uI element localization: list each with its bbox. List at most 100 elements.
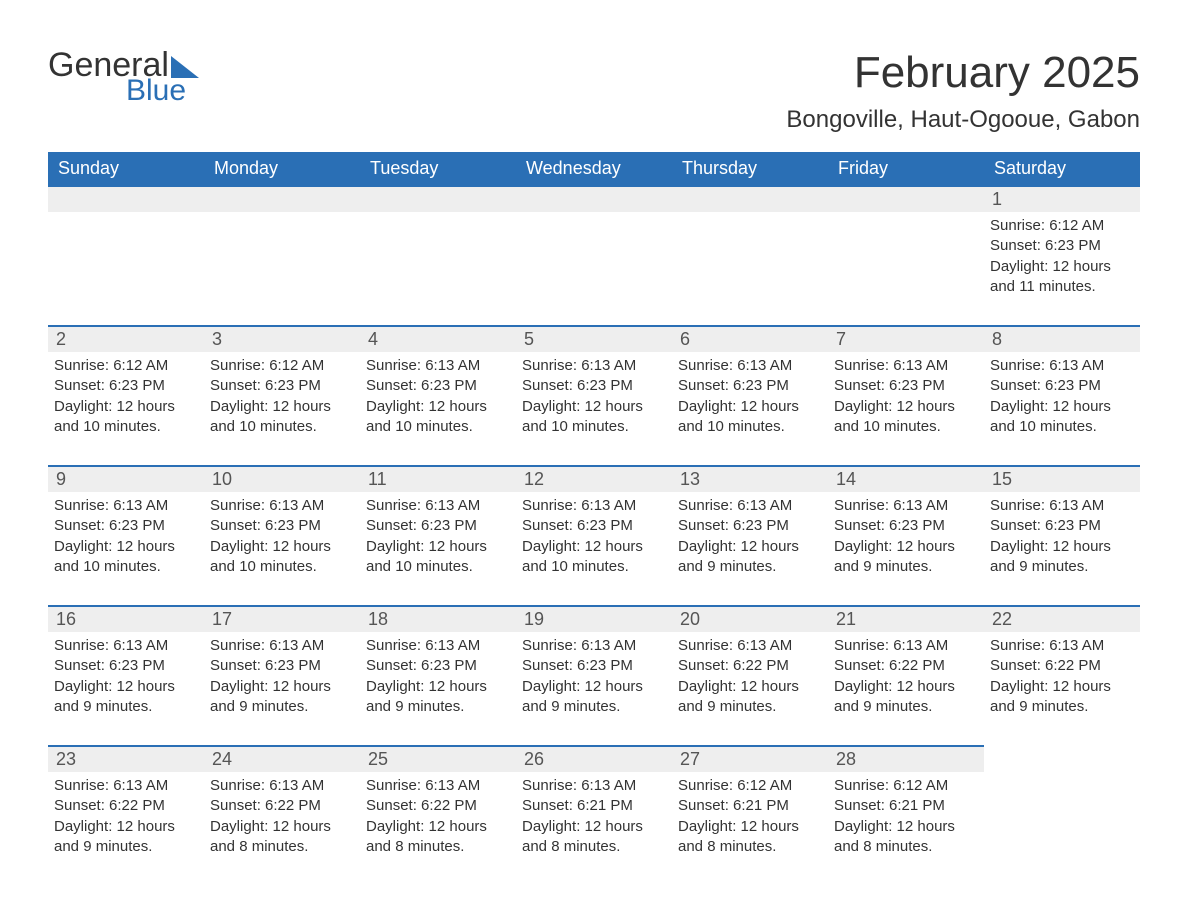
- sunset-line: Sunset: 6:23 PM: [990, 376, 1134, 396]
- daylight-line: Daylight: 12 hours and 9 minutes.: [990, 537, 1134, 578]
- day-number: 18: [360, 605, 516, 632]
- sunset-line: Sunset: 6:23 PM: [990, 236, 1134, 256]
- location-subtitle: Bongoville, Haut-Ogooue, Gabon: [786, 106, 1140, 134]
- sunrise-line: Sunrise: 6:13 AM: [834, 636, 978, 656]
- sunrise-label: Sunrise:: [678, 777, 737, 794]
- calendar-cell: 9Sunrise: 6:13 AMSunset: 6:23 PMDaylight…: [48, 465, 204, 605]
- day-info: Sunrise: 6:13 AMSunset: 6:23 PMDaylight:…: [360, 632, 516, 717]
- sunset-label: Sunset:: [522, 657, 577, 674]
- daylight-line: Daylight: 12 hours and 9 minutes.: [678, 537, 822, 578]
- sunrise-value: 6:13 AM: [425, 357, 480, 374]
- weekday-header: Tuesday: [360, 152, 516, 185]
- sunset-line: Sunset: 6:21 PM: [522, 796, 666, 816]
- sunset-label: Sunset:: [210, 797, 265, 814]
- sunset-label: Sunset:: [210, 377, 265, 394]
- sunset-value: 6:23 PM: [1045, 517, 1101, 534]
- sunrise-value: 6:12 AM: [893, 777, 948, 794]
- sunrise-label: Sunrise:: [678, 357, 737, 374]
- daylight-label: Daylight:: [834, 398, 897, 415]
- day-number: 24: [204, 745, 360, 772]
- daylight-label: Daylight:: [834, 818, 897, 835]
- day-number: 4: [360, 325, 516, 352]
- sunset-label: Sunset:: [990, 517, 1045, 534]
- sunset-line: Sunset: 6:23 PM: [366, 656, 510, 676]
- day-info: Sunrise: 6:12 AMSunset: 6:21 PMDaylight:…: [672, 772, 828, 857]
- daylight-line: Daylight: 12 hours and 10 minutes.: [522, 537, 666, 578]
- sunset-value: 6:23 PM: [577, 377, 633, 394]
- calendar-table: SundayMondayTuesdayWednesdayThursdayFrid…: [48, 152, 1140, 885]
- sunset-line: Sunset: 6:23 PM: [54, 376, 198, 396]
- daylight-label: Daylight:: [522, 538, 585, 555]
- sunrise-label: Sunrise:: [678, 637, 737, 654]
- sunset-label: Sunset:: [366, 517, 421, 534]
- sunrise-label: Sunrise:: [210, 357, 269, 374]
- sunset-value: 6:23 PM: [1045, 377, 1101, 394]
- sunset-value: 6:23 PM: [421, 517, 477, 534]
- calendar-cell: 15Sunrise: 6:13 AMSunset: 6:23 PMDayligh…: [984, 465, 1140, 605]
- day-number: 7: [828, 325, 984, 352]
- sunset-value: 6:22 PM: [265, 797, 321, 814]
- sunset-label: Sunset:: [522, 517, 577, 534]
- sunrise-line: Sunrise: 6:13 AM: [990, 636, 1134, 656]
- sunrise-label: Sunrise:: [990, 497, 1049, 514]
- sunset-value: 6:21 PM: [577, 797, 633, 814]
- calendar-cell: 18Sunrise: 6:13 AMSunset: 6:23 PMDayligh…: [360, 605, 516, 745]
- sunrise-label: Sunrise:: [834, 637, 893, 654]
- day-info: Sunrise: 6:13 AMSunset: 6:22 PMDaylight:…: [672, 632, 828, 717]
- daylight-line: Daylight: 12 hours and 9 minutes.: [522, 677, 666, 718]
- sunrise-value: 6:13 AM: [737, 357, 792, 374]
- sunrise-line: Sunrise: 6:13 AM: [54, 776, 198, 796]
- sunrise-line: Sunrise: 6:12 AM: [54, 356, 198, 376]
- sunrise-label: Sunrise:: [366, 497, 425, 514]
- sunrise-line: Sunrise: 6:13 AM: [210, 496, 354, 516]
- sunrise-value: 6:13 AM: [737, 497, 792, 514]
- sunset-label: Sunset:: [522, 377, 577, 394]
- sunrise-line: Sunrise: 6:13 AM: [522, 636, 666, 656]
- day-number: 6: [672, 325, 828, 352]
- sunrise-label: Sunrise:: [210, 637, 269, 654]
- sunset-value: 6:23 PM: [265, 517, 321, 534]
- month-title: February 2025: [786, 48, 1140, 98]
- sunset-label: Sunset:: [366, 657, 421, 674]
- calendar-cell: 11Sunrise: 6:13 AMSunset: 6:23 PMDayligh…: [360, 465, 516, 605]
- day-info: Sunrise: 6:13 AMSunset: 6:23 PMDaylight:…: [360, 352, 516, 437]
- day-number: 20: [672, 605, 828, 632]
- day-number: 17: [204, 605, 360, 632]
- sunset-line: Sunset: 6:22 PM: [834, 656, 978, 676]
- calendar-cell: 13Sunrise: 6:13 AMSunset: 6:23 PMDayligh…: [672, 465, 828, 605]
- calendar-week-row: 16Sunrise: 6:13 AMSunset: 6:23 PMDayligh…: [48, 605, 1140, 745]
- day-info: Sunrise: 6:13 AMSunset: 6:23 PMDaylight:…: [984, 492, 1140, 577]
- sunset-value: 6:23 PM: [421, 377, 477, 394]
- daylight-label: Daylight:: [990, 538, 1053, 555]
- day-number: 8: [984, 325, 1140, 352]
- sunrise-label: Sunrise:: [522, 497, 581, 514]
- sunrise-label: Sunrise:: [54, 777, 113, 794]
- daylight-line: Daylight: 12 hours and 9 minutes.: [54, 677, 198, 718]
- sunrise-value: 6:13 AM: [269, 777, 324, 794]
- sunrise-line: Sunrise: 6:13 AM: [522, 356, 666, 376]
- daylight-line: Daylight: 12 hours and 10 minutes.: [366, 397, 510, 438]
- sunrise-line: Sunrise: 6:13 AM: [366, 356, 510, 376]
- sunset-line: Sunset: 6:23 PM: [678, 516, 822, 536]
- day-number: 27: [672, 745, 828, 772]
- sunset-label: Sunset:: [54, 797, 109, 814]
- calendar-cell: 25Sunrise: 6:13 AMSunset: 6:22 PMDayligh…: [360, 745, 516, 885]
- sunset-line: Sunset: 6:23 PM: [834, 516, 978, 536]
- sunset-label: Sunset:: [678, 797, 733, 814]
- sunset-value: 6:23 PM: [577, 517, 633, 534]
- sunset-label: Sunset:: [990, 657, 1045, 674]
- sunset-label: Sunset:: [834, 377, 889, 394]
- calendar-cell: [204, 185, 360, 325]
- sunset-line: Sunset: 6:22 PM: [366, 796, 510, 816]
- day-info: Sunrise: 6:13 AMSunset: 6:23 PMDaylight:…: [984, 352, 1140, 437]
- sunset-label: Sunset:: [834, 517, 889, 534]
- calendar-cell: 24Sunrise: 6:13 AMSunset: 6:22 PMDayligh…: [204, 745, 360, 885]
- daylight-line: Daylight: 12 hours and 9 minutes.: [834, 537, 978, 578]
- daylight-label: Daylight:: [54, 538, 117, 555]
- day-number: 12: [516, 465, 672, 492]
- sunrise-label: Sunrise:: [834, 497, 893, 514]
- calendar-cell: 22Sunrise: 6:13 AMSunset: 6:22 PMDayligh…: [984, 605, 1140, 745]
- calendar-cell: 26Sunrise: 6:13 AMSunset: 6:21 PMDayligh…: [516, 745, 672, 885]
- calendar-week-row: 9Sunrise: 6:13 AMSunset: 6:23 PMDaylight…: [48, 465, 1140, 605]
- sunset-label: Sunset:: [678, 377, 733, 394]
